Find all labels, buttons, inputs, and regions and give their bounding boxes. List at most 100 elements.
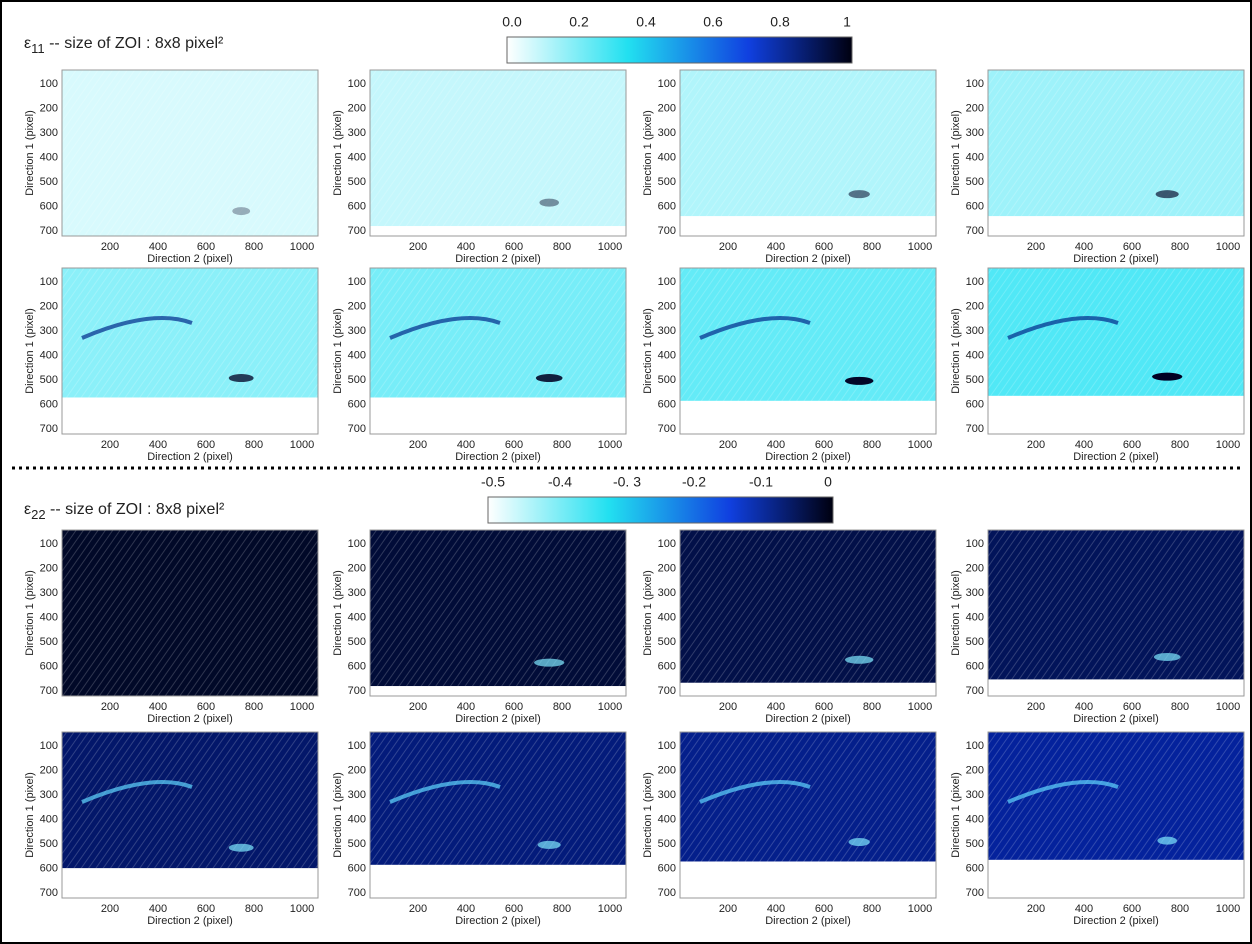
y-tick-label: 200	[40, 102, 58, 114]
y-tick-label: 100	[658, 740, 676, 752]
y-tick-label: 600	[658, 862, 676, 874]
y-tick-label: 600	[40, 200, 58, 212]
y-axis-label: Direction 1 (pixel)	[642, 110, 654, 196]
x-axis-label: Direction 2 (pixel)	[765, 713, 851, 725]
map-texture	[62, 732, 318, 869]
y-tick-label: 700	[966, 225, 984, 237]
x-tick-label: 600	[197, 903, 215, 915]
x-tick-label: 400	[1075, 903, 1093, 915]
y-tick-label: 400	[40, 349, 58, 361]
colorbar-tick: -0. 3	[613, 474, 641, 490]
hot-spot	[534, 658, 565, 667]
x-tick-label: 1000	[598, 701, 622, 713]
y-tick-label: 700	[658, 887, 676, 899]
y-tick-label: 700	[966, 887, 984, 899]
hot-spot	[228, 843, 254, 852]
y-tick-label: 200	[348, 562, 366, 574]
band	[699, 780, 811, 804]
plot-border	[679, 529, 937, 697]
y-axis-label: Direction 1 (pixel)	[332, 308, 344, 394]
x-tick-label: 1000	[598, 439, 622, 451]
y-tick-label: 100	[348, 78, 366, 90]
x-tick-label: 1000	[908, 439, 932, 451]
strain-map: 100 200 300 400 500 600 700 200 400 600 800 1000 Dir…	[332, 267, 627, 463]
y-tick-label: 200	[348, 102, 366, 114]
colorbar-tick: 0.6	[703, 14, 723, 30]
strain-map: 100 200 300 400 500 600 700 200 400 600 800 1000 Dir…	[950, 529, 1245, 725]
y-tick-label: 500	[40, 636, 58, 648]
y-tick-label: 300	[348, 325, 366, 337]
x-tick-label: 1000	[290, 903, 314, 915]
plot-border	[369, 529, 627, 697]
x-tick-label: 800	[245, 903, 263, 915]
y-tick-label: 500	[348, 374, 366, 386]
y-tick-label: 100	[966, 276, 984, 288]
map-texture	[62, 268, 318, 398]
x-tick-label: 200	[719, 903, 737, 915]
hot-spot	[1153, 652, 1181, 661]
hot-spot	[844, 655, 874, 664]
x-axis-label: Direction 2 (pixel)	[455, 915, 541, 927]
colorbar-tick: 0	[824, 474, 832, 490]
x-axis-label: Direction 2 (pixel)	[147, 713, 233, 725]
x-tick-label: 600	[505, 439, 523, 451]
x-axis-label: Direction 2 (pixel)	[147, 915, 233, 927]
y-tick-label: 400	[966, 813, 984, 825]
x-tick-label: 1000	[1216, 701, 1240, 713]
x-axis-label: Direction 2 (pixel)	[1073, 713, 1159, 725]
map-texture	[988, 530, 1244, 680]
strain-map: 100 200 300 400 500 600 700 200 400 600 800 1000 Dir…	[642, 69, 937, 265]
y-tick-label: 400	[658, 813, 676, 825]
y-tick-label: 700	[348, 685, 366, 697]
y-tick-label: 700	[40, 887, 58, 899]
y-tick-label: 600	[966, 660, 984, 672]
y-tick-label: 200	[966, 300, 984, 312]
y-tick-label: 600	[658, 200, 676, 212]
y-tick-label: 600	[658, 398, 676, 410]
y-tick-label: 400	[348, 611, 366, 623]
colorbar-tick: 1	[843, 14, 851, 30]
x-tick-label: 400	[457, 903, 475, 915]
colorbar-tick: -0.5	[481, 474, 505, 490]
plot-border	[679, 69, 937, 237]
x-tick-label: 400	[1075, 241, 1093, 253]
strain-map: 100 200 300 400 500 600 700 200 400 600 800 1000 Dir…	[332, 731, 627, 927]
y-tick-label: 500	[40, 176, 58, 188]
y-tick-label: 300	[966, 127, 984, 139]
y-tick-label: 200	[40, 764, 58, 776]
x-axis-label: Direction 2 (pixel)	[765, 915, 851, 927]
colorbar	[506, 36, 853, 64]
x-tick-label: 200	[1027, 701, 1045, 713]
x-tick-label: 800	[553, 701, 571, 713]
plot-border	[369, 69, 627, 237]
y-tick-label: 400	[40, 611, 58, 623]
y-tick-label: 300	[40, 789, 58, 801]
y-axis-label: Direction 1 (pixel)	[950, 570, 962, 656]
y-axis-label: Direction 1 (pixel)	[332, 570, 344, 656]
y-tick-label: 100	[40, 740, 58, 752]
y-tick-label: 600	[348, 200, 366, 212]
y-tick-label: 600	[348, 660, 366, 672]
y-axis-label: Direction 1 (pixel)	[642, 308, 654, 394]
x-tick-label: 600	[1123, 241, 1141, 253]
y-tick-label: 400	[40, 813, 58, 825]
x-tick-label: 800	[1171, 903, 1189, 915]
x-tick-label: 1000	[1216, 241, 1240, 253]
y-tick-label: 300	[658, 325, 676, 337]
x-tick-label: 1000	[290, 241, 314, 253]
x-axis-label: Direction 2 (pixel)	[455, 253, 541, 265]
x-tick-label: 600	[1123, 701, 1141, 713]
hot-spot	[535, 374, 563, 383]
y-tick-label: 400	[966, 349, 984, 361]
x-tick-label: 800	[553, 241, 571, 253]
y-tick-label: 600	[966, 200, 984, 212]
y-tick-label: 600	[40, 398, 58, 410]
y-tick-label: 300	[40, 587, 58, 599]
x-tick-label: 600	[1123, 903, 1141, 915]
x-tick-label: 800	[863, 701, 881, 713]
y-tick-label: 600	[348, 398, 366, 410]
y-tick-label: 300	[966, 587, 984, 599]
y-axis-label: Direction 1 (pixel)	[24, 570, 36, 656]
x-tick-label: 600	[197, 439, 215, 451]
